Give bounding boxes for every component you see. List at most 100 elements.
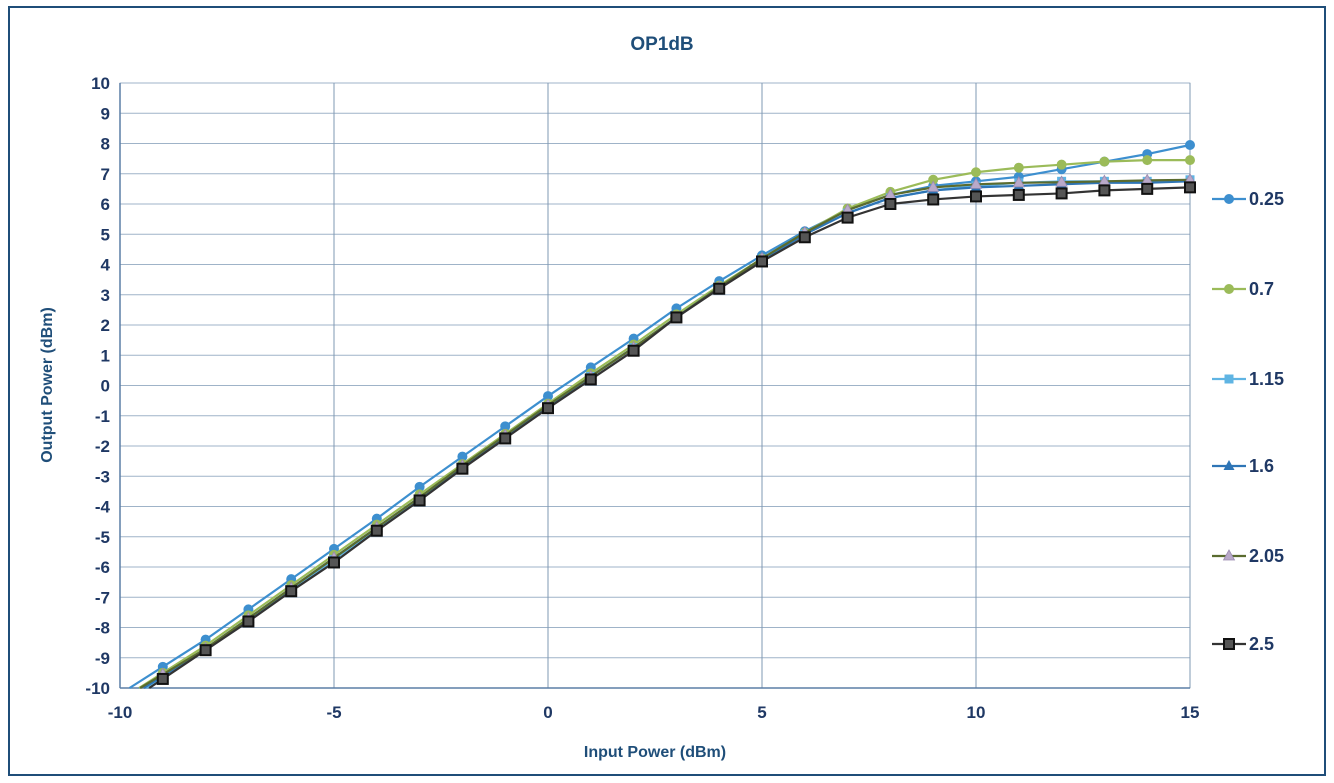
series-line [139,178,1191,689]
data-point [199,644,212,657]
x-axis-label: Input Power (dBm) [584,744,726,761]
data-point [542,402,554,415]
data-point [884,198,897,210]
legend-marker [1224,374,1234,384]
y-tick-label: 10 [91,74,110,93]
y-tick-label: -7 [95,588,110,607]
y-tick-label: 5 [101,225,110,244]
data-point [1141,182,1154,195]
y-tick-label: 7 [101,165,110,184]
data-point [285,585,298,598]
data-point [969,177,983,189]
series-line [128,143,1191,689]
data-point [1012,188,1025,201]
data-point [1185,140,1195,151]
data-point [156,672,169,685]
legend-item: 0.7 [1212,279,1274,299]
data-point [1099,156,1110,167]
data-point [499,432,512,445]
y-axis-label: Output Power (dBm) [39,307,56,463]
y-tick-label: -1 [95,407,110,426]
data-point [370,524,383,537]
data-point [1185,155,1195,166]
y-tick-label: -3 [95,467,110,486]
series-line [143,180,1191,689]
data-point [242,615,255,628]
data-point [713,282,726,295]
chart-frame: OP1dB 10 9 8 7 6 5 4 3 2 1 0 -1 -2 -3 -4 -5 -6 -7 -8 -9 -10-… [8,6,1326,776]
y-tick-label: 4 [101,256,111,275]
data-point [1098,184,1111,197]
y-tick-label: 1 [101,346,110,365]
legend-marker [1224,194,1234,204]
data-point [798,231,811,244]
x-tick-label: 15 [1181,703,1200,722]
y-tick-label: 0 [101,377,110,396]
y-tick-label: 8 [101,135,110,154]
data-point [927,180,940,192]
legend: 0.25 0.7 1.15 1.6 2.05 2.5 [1212,189,1284,654]
legend-label: 1.15 [1249,369,1284,389]
y-tick-label: 6 [101,195,110,214]
y-tick-label: 3 [101,286,110,305]
op1db-chart: OP1dB 109876543210-1-2-3-4-5-6-7-8-9-10-… [39,34,1284,761]
legend-label: 1.6 [1249,456,1274,476]
series-2.5 [148,181,1196,689]
chart-title: OP1dB [630,34,693,55]
data-point [328,556,340,569]
legend-item: 1.6 [1212,456,1274,476]
data-point [1013,162,1024,173]
legend-item: 2.5 [1212,634,1274,654]
data-point [1142,155,1153,166]
series-1.15 [145,175,1195,689]
y-tick-label: -6 [95,558,110,577]
series-1.6 [143,175,1196,689]
legend-marker [1222,549,1236,561]
legend-label: 0.7 [1249,279,1274,299]
legend-label: 0.25 [1249,189,1284,209]
series-line [145,178,1191,689]
series-0.7 [138,155,1195,689]
data-point [1012,175,1025,188]
legend-item: 1.15 [1212,369,1284,389]
series-layer [128,140,1197,689]
legend-marker [1223,638,1235,650]
data-point [456,462,469,475]
series-0.25 [128,140,1195,689]
data-point [1056,159,1067,170]
data-point [1055,187,1068,200]
y-tick-label: 2 [101,316,110,335]
legend-item: 0.25 [1212,189,1284,209]
series-line [138,159,1190,689]
data-point [584,373,597,386]
y-tick-label: -4 [95,498,111,517]
legend-item: 2.05 [1212,546,1284,566]
series-line [148,186,1191,689]
y-tick-label: -8 [95,619,110,638]
data-point [1184,181,1196,194]
y-tick-label: 9 [101,104,110,123]
x-tick-label: 5 [757,703,766,722]
x-tick-label: -5 [326,703,341,722]
data-point [413,494,426,507]
data-point [841,211,854,224]
legend-label: 2.05 [1249,546,1284,566]
x-tick-label: -10 [108,703,133,722]
data-point [627,344,640,357]
y-tick-label: -10 [85,679,110,698]
legend-marker [1223,460,1235,470]
series-2.05 [139,172,1197,689]
data-point [670,311,683,324]
y-tick-label: -2 [95,437,110,456]
data-point [1055,175,1068,187]
data-point [927,193,940,206]
data-point [970,190,982,203]
data-point [971,167,981,178]
x-tick-label: 10 [967,703,986,722]
y-tick-label: -5 [95,528,110,547]
data-point [756,255,768,268]
y-tick-label: -9 [95,649,110,668]
x-tick-label: 0 [543,703,552,722]
legend-label: 2.5 [1249,634,1274,654]
